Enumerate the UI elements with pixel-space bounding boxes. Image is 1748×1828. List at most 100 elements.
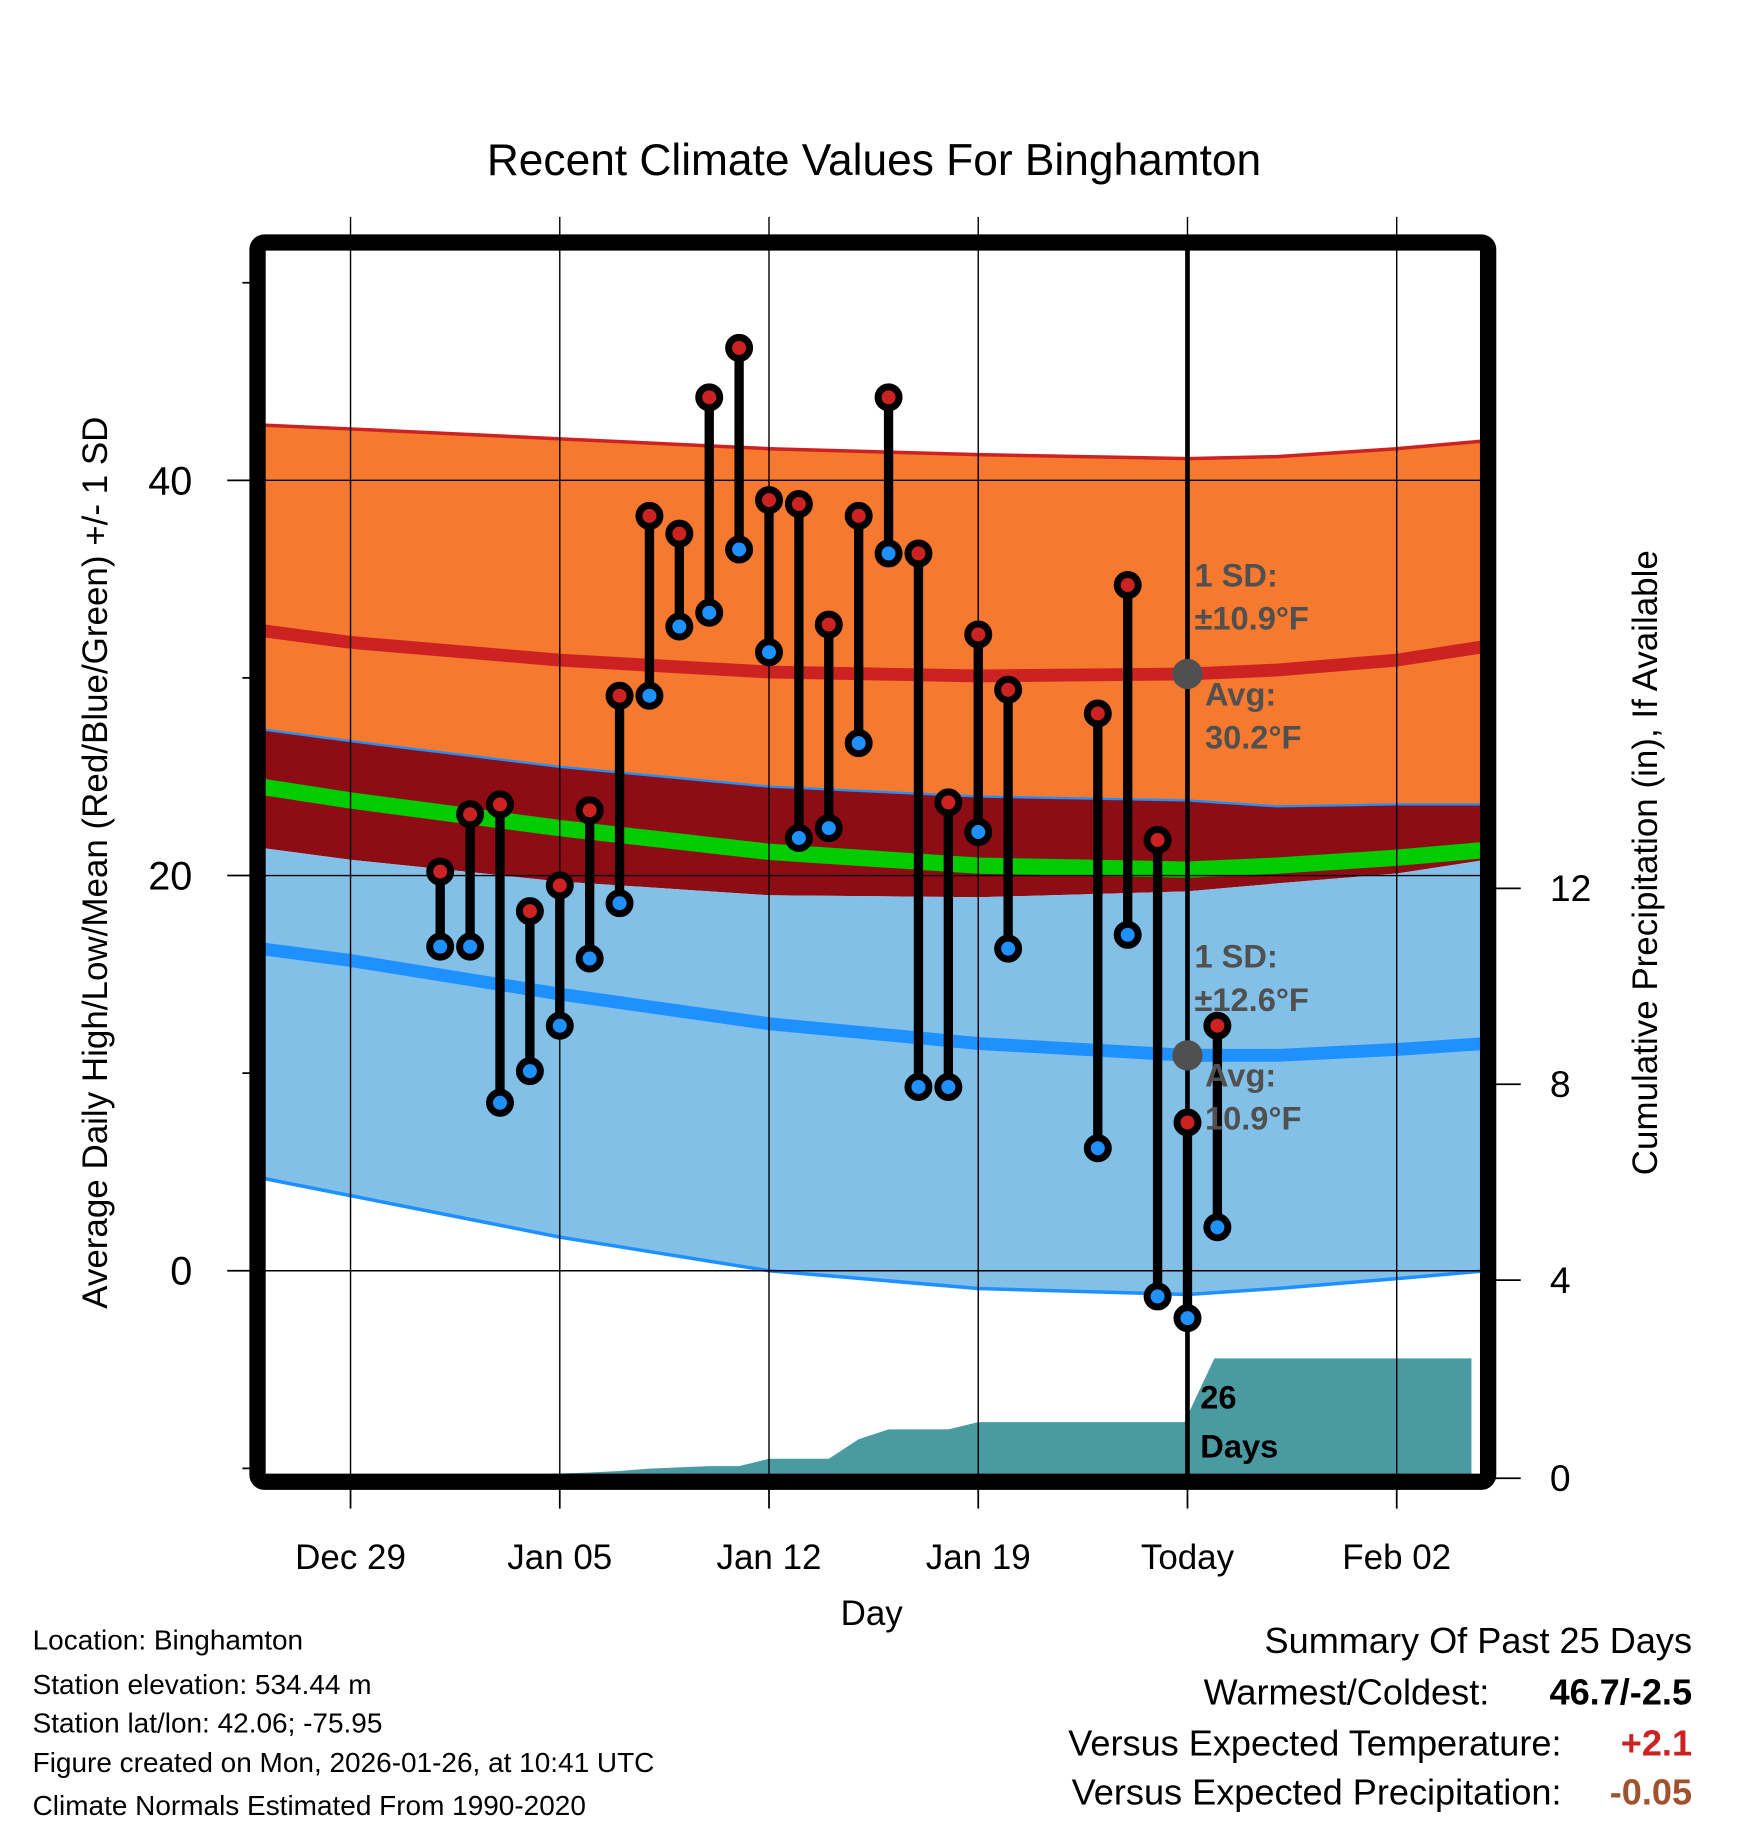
daily-low-point: [904, 1072, 933, 1101]
daily-low-point: [1143, 1282, 1172, 1311]
days-annotation: 26 Days: [1200, 1378, 1278, 1464]
low-annotation: 1 SD: ±12.6°F Avg: 10.9°F: [1194, 938, 1308, 1137]
normals-text: Climate Normals Estimated From 1990-2020: [33, 1790, 586, 1821]
summary-panel: Summary Of Past 25 Days Warmest/Coldest:…: [1068, 1620, 1692, 1813]
y-axis-label: Average Daily High/Low/Mean (Red/Blue/Gr…: [76, 417, 115, 1309]
daily-low-point: [545, 1011, 574, 1040]
low-avg-marker: [1172, 1040, 1203, 1071]
low-avg-value: 10.9°F: [1205, 1100, 1301, 1137]
daily-low-point: [486, 1088, 514, 1117]
precip-value: -0.05: [1610, 1772, 1692, 1813]
daily-low-point: [456, 932, 485, 961]
station-info: Location: Binghamton Station elevation: …: [33, 1625, 655, 1822]
daily-low-point: [784, 823, 813, 852]
daily-high-point: [426, 857, 455, 886]
x-tick-label: Jan 19: [926, 1538, 1031, 1577]
elevation-text: Station elevation: 534.44 m: [33, 1669, 372, 1700]
daily-low-point: [844, 729, 873, 758]
temp-value: +2.1: [1621, 1723, 1692, 1764]
summary-title: Summary Of Past 25 Days: [1265, 1620, 1693, 1661]
daily-low-point: [934, 1072, 963, 1101]
daily-low-point: [1203, 1213, 1232, 1242]
high-avg-marker: [1172, 658, 1203, 690]
precip-label: Versus Expected Precipitation:: [1072, 1772, 1562, 1813]
x-tick-label: Dec 29: [295, 1538, 406, 1577]
low-sd-band: [263, 848, 1483, 1295]
precipitation-area: [335, 1358, 1472, 1476]
daily-low-point: [1173, 1304, 1202, 1333]
plot-frame: [249, 234, 1497, 1490]
warmest-label: Warmest/Coldest:: [1204, 1671, 1490, 1712]
y-tick-label: 20: [148, 855, 192, 899]
daily-high-point: [904, 539, 933, 568]
high-avg-value: 30.2°F: [1205, 718, 1301, 755]
daily-high-point: [755, 486, 783, 515]
daily-high-point: [665, 519, 694, 548]
daily-high-point: [575, 796, 604, 825]
x-tick-label: Jan 05: [507, 1538, 612, 1577]
daily-high-point: [784, 490, 813, 519]
low-sd-label: 1 SD:: [1194, 938, 1277, 975]
daily-low-point: [755, 638, 783, 667]
daily-high-point: [874, 383, 903, 412]
daily-high-point: [456, 800, 485, 829]
daily-high-point: [605, 681, 634, 710]
daily-high-point: [1083, 699, 1112, 728]
daily-low-point: [575, 944, 604, 973]
daily-high-point: [515, 897, 544, 926]
y-tick-label: 0: [170, 1250, 192, 1294]
x-tick-label: Today: [1141, 1538, 1235, 1577]
daily-low-point: [605, 889, 634, 918]
daily-high-point: [635, 501, 664, 530]
temp-label: Versus Expected Temperature:: [1068, 1723, 1561, 1764]
days-count: 26: [1200, 1378, 1236, 1415]
x-tick-label: Jan 12: [717, 1538, 822, 1577]
daily-low-point: [725, 535, 754, 564]
high-avg-label: Avg:: [1205, 675, 1276, 712]
daily-low-point: [1083, 1134, 1112, 1163]
low-avg-label: Avg:: [1205, 1057, 1276, 1094]
plot-area: [263, 216, 1483, 1476]
high-sd-band: [263, 425, 1483, 807]
y2-axis-label: Cumulative Precipitation (in), If Availa…: [1626, 550, 1665, 1175]
axes: Dec 29 Jan 05 Jan 12 Jan 19 Today Feb 0202040…: [148, 234, 1591, 1577]
daily-high-point: [844, 501, 873, 530]
low-sd-value: ±12.6°F: [1194, 981, 1308, 1018]
daily-high-point: [1113, 571, 1142, 600]
daily-high-point: [695, 383, 724, 412]
daily-low-point: [964, 818, 993, 847]
created-text: Figure created on Mon, 2026-01-26, at 10…: [33, 1747, 655, 1778]
high-annotation: 1 SD: ±10.9°F Avg: 30.2°F: [1194, 556, 1308, 755]
daily-low-point: [665, 612, 694, 641]
daily-high-point: [964, 620, 993, 649]
y2-tick-label: 0: [1550, 1457, 1571, 1499]
daily-high-point: [545, 871, 574, 900]
daily-high-point: [1203, 1011, 1232, 1040]
daily-high-point: [1143, 825, 1172, 854]
y2-tick-label: 12: [1550, 867, 1591, 909]
daily-low-point: [1113, 920, 1142, 949]
high-sd-label: 1 SD:: [1194, 556, 1277, 593]
x-axis-label: Day: [841, 1594, 904, 1633]
latlon-text: Station lat/lon: 42.06; -75.95: [33, 1707, 383, 1738]
location-text: Location: Binghamton: [33, 1625, 304, 1656]
daily-low-point: [635, 681, 664, 710]
mean-band: [263, 729, 1483, 898]
daily-low-point: [874, 539, 903, 568]
chart-title: Recent Climate Values For Binghamton: [487, 136, 1261, 185]
warmest-value: 46.7/-2.5: [1549, 1671, 1692, 1712]
daily-low-point: [994, 934, 1023, 963]
days-word: Days: [1200, 1427, 1278, 1464]
daily-low-point: [814, 814, 843, 843]
daily-low-point: [515, 1057, 544, 1086]
daily-low-point: [695, 598, 724, 627]
daily-high-point: [994, 675, 1023, 704]
y2-tick-label: 8: [1550, 1063, 1571, 1105]
daily-high-point: [486, 790, 514, 819]
daily-high-point: [725, 333, 754, 362]
daily-high-point: [1173, 1108, 1202, 1137]
high-sd-value: ±10.9°F: [1194, 600, 1308, 637]
x-tick-label: Feb 02: [1342, 1538, 1451, 1577]
daily-high-point: [814, 610, 843, 639]
